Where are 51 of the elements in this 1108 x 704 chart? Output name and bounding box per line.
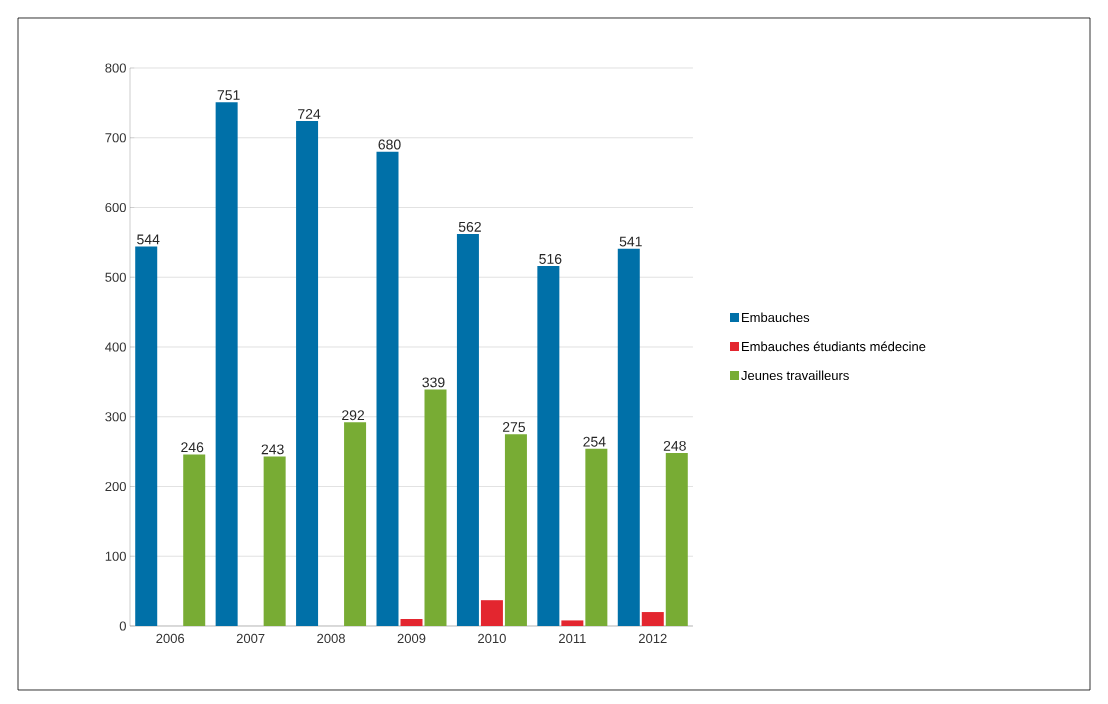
- bar: [424, 389, 447, 626]
- data-label: 724: [298, 109, 321, 119]
- bar: [504, 434, 527, 626]
- legend-label: Jeunes travailleurs: [741, 370, 849, 381]
- bar: [135, 246, 158, 626]
- data-label: 254: [583, 436, 606, 447]
- data-label: 562: [458, 221, 481, 232]
- bar: [400, 619, 423, 626]
- bar: [665, 453, 688, 626]
- bar: [215, 102, 238, 626]
- data-label: 751: [217, 90, 240, 100]
- bar: [561, 620, 584, 626]
- bar: [537, 266, 560, 626]
- x-tick-label: 2009: [397, 633, 426, 643]
- legend-label: Embauches étudiants médecine: [742, 341, 926, 352]
- x-tick-label: 2010: [478, 633, 506, 643]
- y-tick-label: 0: [119, 621, 126, 631]
- y-tick-label: 300: [105, 412, 126, 422]
- y-tick-label: 200: [105, 481, 126, 492]
- data-label: 275: [502, 422, 526, 432]
- data-label: 339: [422, 377, 445, 388]
- x-tick-label: 2011: [559, 633, 586, 643]
- bar: [585, 448, 608, 626]
- x-tick-label: 2007: [236, 633, 265, 643]
- x-tick-label: 2012: [638, 633, 667, 643]
- y-tick-label: 500: [105, 272, 126, 282]
- bar: [480, 600, 503, 626]
- bar: [296, 121, 319, 626]
- x-tick-label: 2006: [156, 633, 185, 643]
- data-label: 541: [619, 236, 642, 247]
- data-label: 243: [261, 444, 284, 455]
- y-tick-label: 400: [105, 342, 126, 352]
- bar: [344, 422, 367, 626]
- legend-label: Embauches: [742, 312, 810, 323]
- bar: [617, 248, 640, 626]
- data-label: 248: [663, 440, 686, 451]
- data-label: 516: [539, 253, 562, 264]
- x-tick-label: 2008: [317, 633, 345, 643]
- y-tick-label: 600: [105, 202, 126, 213]
- bar: [456, 234, 479, 626]
- bar: [263, 456, 286, 626]
- y-tick-label: 700: [105, 133, 126, 143]
- y-tick-label: 100: [105, 551, 126, 561]
- bar: [183, 454, 206, 626]
- data-label: 680: [378, 139, 401, 150]
- bar: [376, 151, 399, 626]
- data-label: 246: [181, 442, 204, 453]
- data-label: 544: [137, 234, 160, 245]
- data-label: 292: [342, 410, 365, 421]
- bar: [641, 612, 664, 626]
- y-tick-label: 800: [105, 63, 126, 73]
